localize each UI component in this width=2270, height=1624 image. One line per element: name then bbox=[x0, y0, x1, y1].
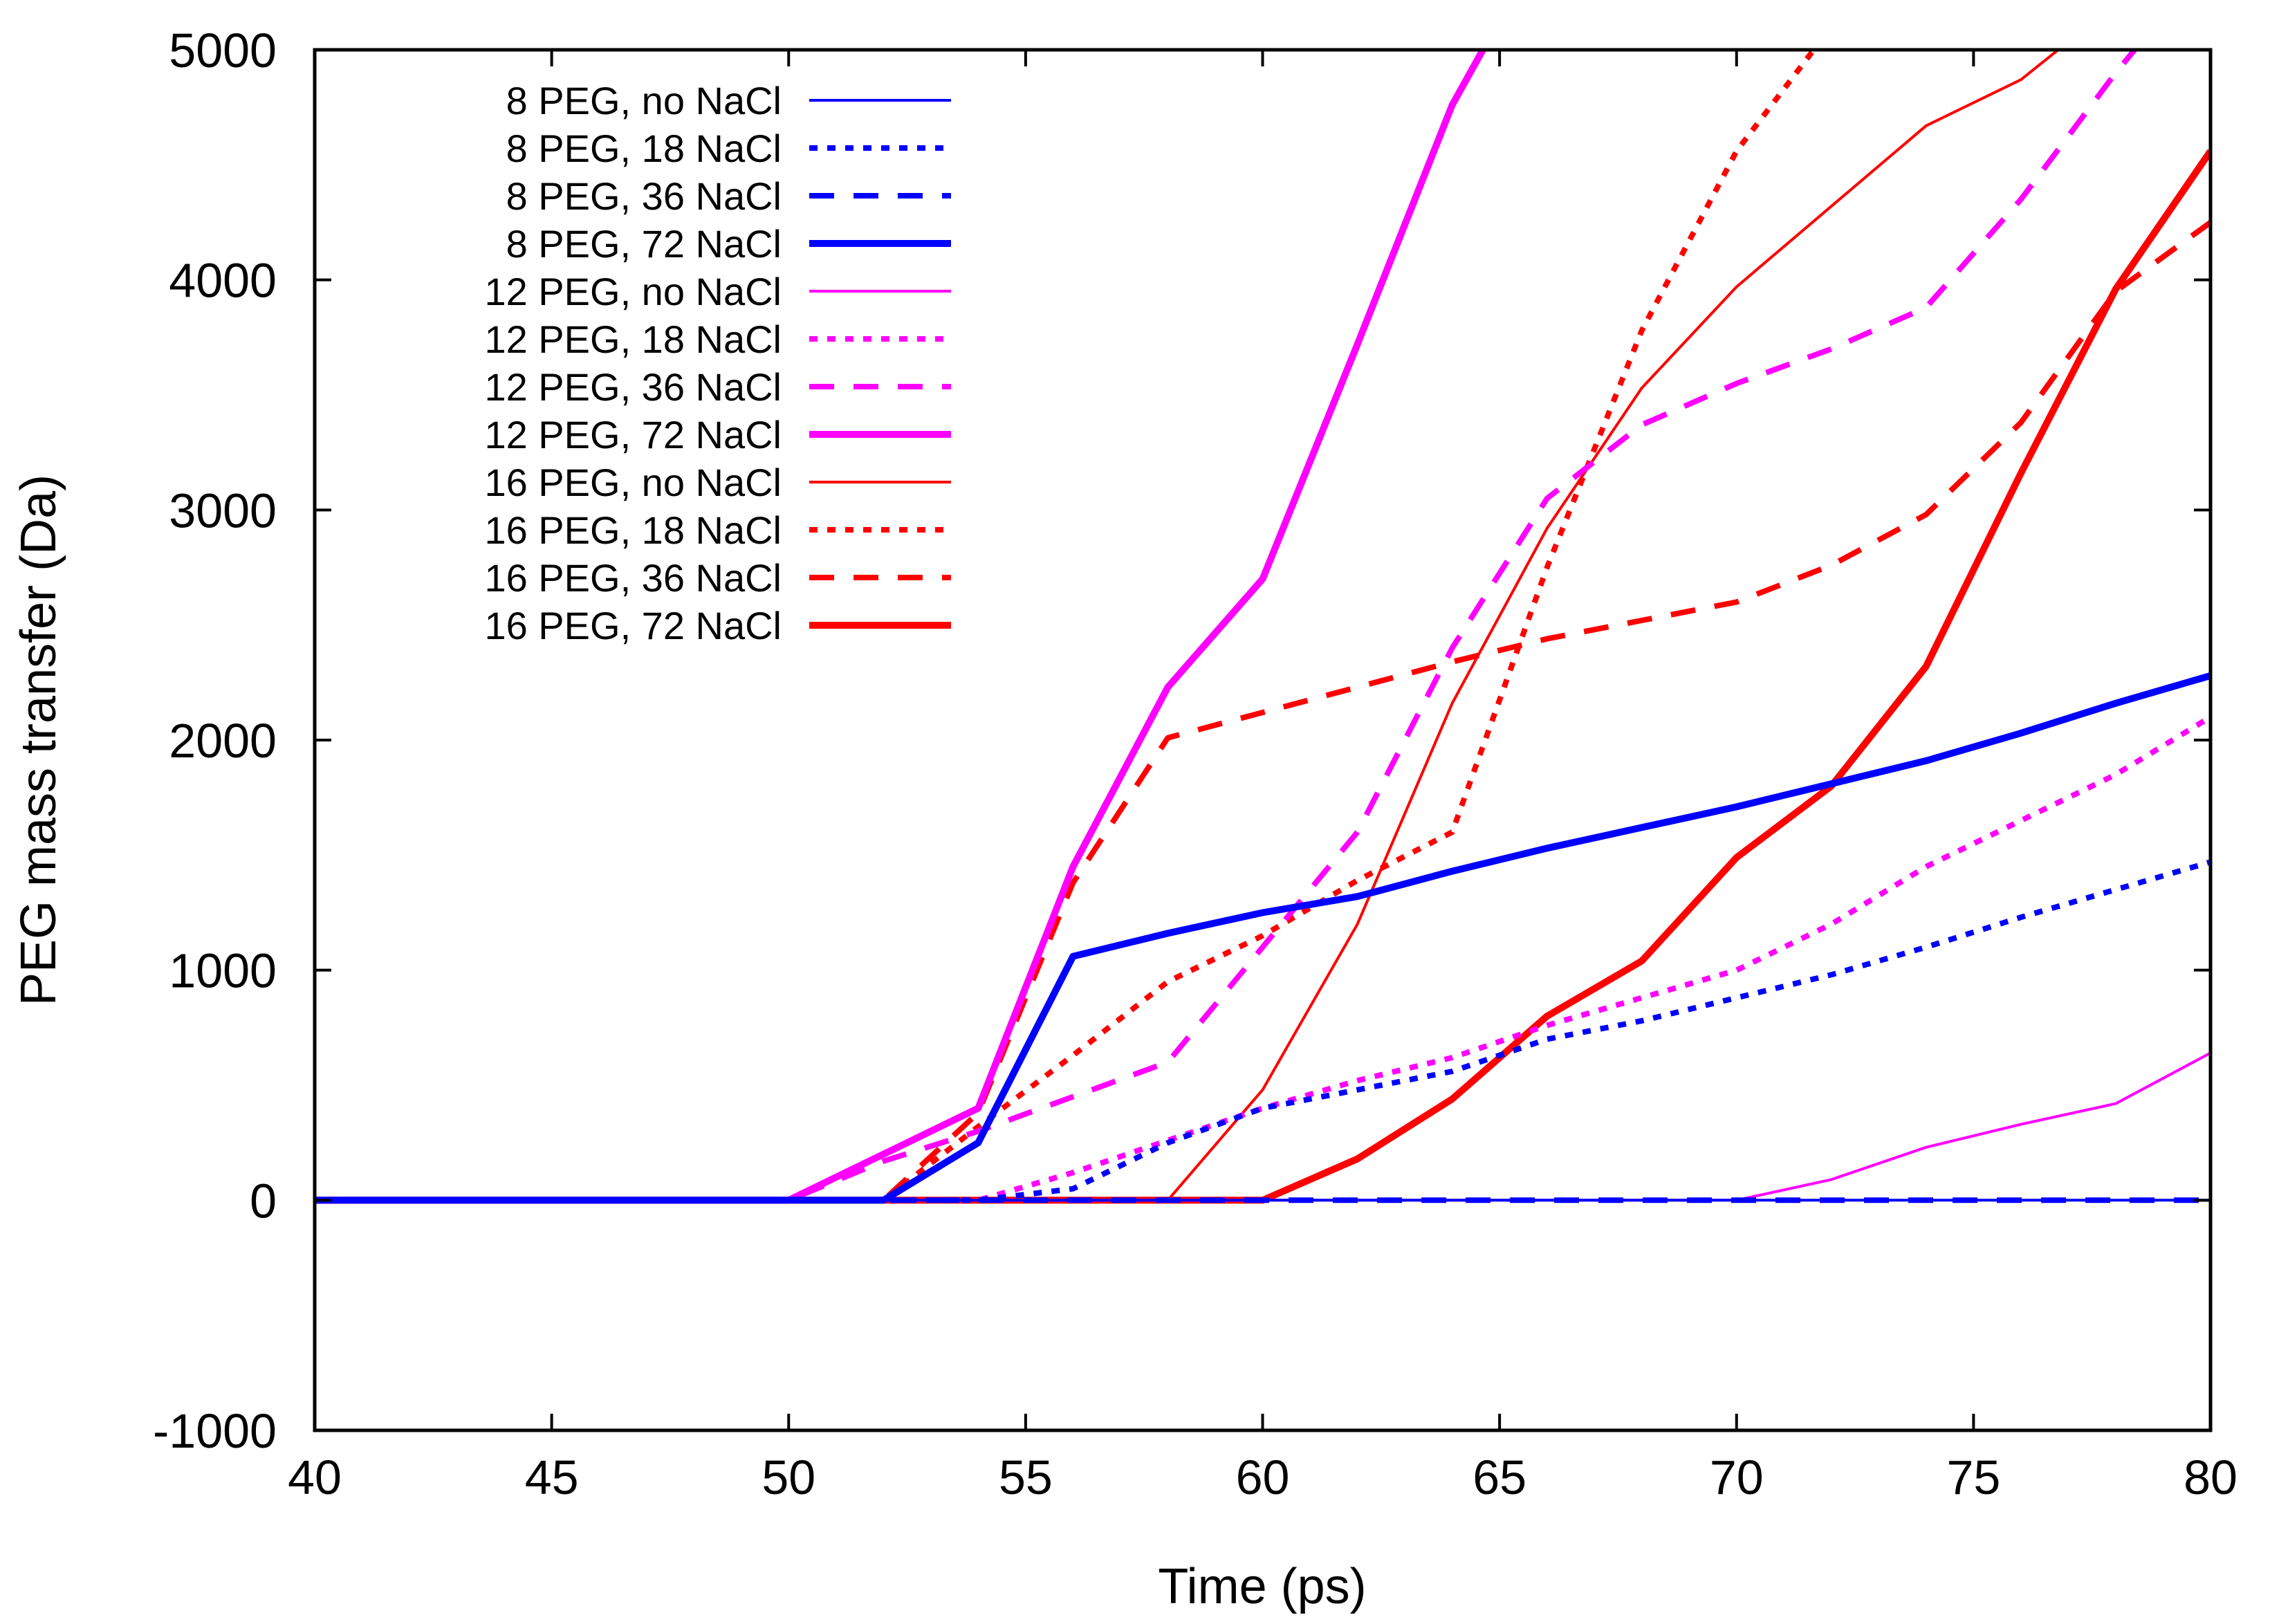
series-line-12-peg-36-nacl bbox=[315, 50, 2139, 1203]
legend-label: 12 PEG, no NaCl bbox=[484, 270, 782, 313]
legend-label: 16 PEG, 18 NaCl bbox=[484, 508, 782, 552]
y-tick-label: 4000 bbox=[169, 254, 277, 308]
x-tick-label: 40 bbox=[288, 1450, 342, 1504]
y-tick-label: 2000 bbox=[169, 714, 277, 768]
series-line-16-peg-no-nacl bbox=[315, 50, 2061, 1202]
series-line-8-peg-18-nacl bbox=[315, 859, 2211, 1203]
y-tick-label: 5000 bbox=[169, 24, 277, 77]
legend-label: 12 PEG, 72 NaCl bbox=[484, 413, 782, 456]
x-tick-label: 60 bbox=[1236, 1450, 1290, 1504]
x-tick-label: 70 bbox=[1710, 1450, 1764, 1504]
legend-label: 8 PEG, 18 NaCl bbox=[506, 127, 782, 170]
series-line-16-peg-36-nacl bbox=[315, 220, 2211, 1203]
x-axis-title: Time (ps) bbox=[1158, 1559, 1366, 1614]
x-tick-label: 55 bbox=[999, 1450, 1053, 1504]
legend-label: 12 PEG, 36 NaCl bbox=[484, 365, 782, 409]
x-tick-label: 50 bbox=[762, 1450, 815, 1504]
x-tick-label: 75 bbox=[1946, 1450, 2000, 1504]
legend-label: 8 PEG, 36 NaCl bbox=[506, 174, 782, 218]
y-tick-label: 3000 bbox=[169, 483, 277, 537]
legend-label: 8 PEG, no NaCl bbox=[506, 79, 782, 122]
series-line-16-peg-72-nacl bbox=[315, 149, 2211, 1204]
y-tick-label: 0 bbox=[250, 1174, 277, 1228]
legend-label: 16 PEG, no NaCl bbox=[484, 461, 782, 504]
y-tick-label: 1000 bbox=[169, 944, 277, 998]
series-line-12-peg-18-nacl bbox=[315, 714, 2211, 1203]
y-tick-label: -1000 bbox=[153, 1404, 277, 1458]
series-line-8-peg-72-nacl bbox=[315, 672, 2211, 1204]
ticks-layer: 40 45 50 55 60 65 70 75 80 -1000 0 1000 2000 3000 4000… bbox=[153, 24, 2237, 1504]
legend-label: 8 PEG, 72 NaCl bbox=[506, 222, 782, 266]
series-line-12-peg-72-nacl bbox=[315, 50, 1487, 1204]
x-tick-label: 80 bbox=[2184, 1450, 2237, 1504]
legend-label: 12 PEG, 18 NaCl bbox=[484, 317, 782, 361]
legend-label: 16 PEG, 72 NaCl bbox=[484, 604, 782, 647]
x-tick-label: 65 bbox=[1473, 1450, 1526, 1504]
x-tick-label: 45 bbox=[525, 1450, 579, 1504]
y-axis-title: PEG mass transfer (Da) bbox=[11, 474, 66, 1006]
series-line-16-peg-18-nacl bbox=[315, 50, 1818, 1203]
series-layer bbox=[315, 50, 2211, 1204]
legend-label: 16 PEG, 36 NaCl bbox=[484, 556, 782, 600]
